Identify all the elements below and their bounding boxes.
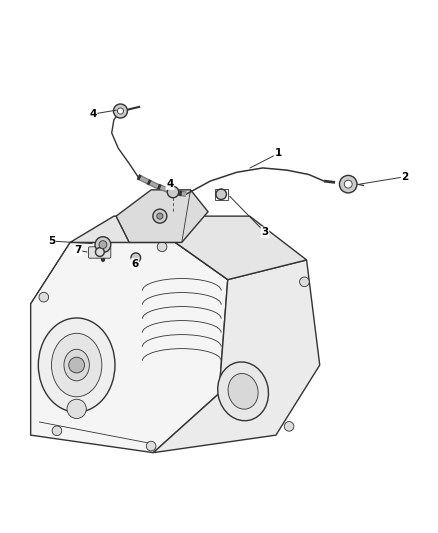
Circle shape	[157, 242, 167, 252]
FancyBboxPatch shape	[88, 247, 111, 258]
Circle shape	[300, 277, 309, 287]
Ellipse shape	[218, 362, 268, 421]
Text: 3: 3	[261, 228, 268, 237]
Circle shape	[39, 292, 49, 302]
Polygon shape	[116, 190, 208, 243]
Circle shape	[117, 108, 124, 114]
Circle shape	[131, 253, 141, 263]
Ellipse shape	[228, 374, 258, 409]
Circle shape	[216, 189, 226, 199]
Text: 4: 4	[89, 109, 96, 119]
Circle shape	[339, 175, 357, 193]
Text: 4: 4	[166, 179, 173, 189]
Circle shape	[95, 248, 104, 256]
Text: 7: 7	[74, 245, 81, 255]
Circle shape	[284, 422, 294, 431]
Circle shape	[67, 399, 86, 418]
Polygon shape	[31, 243, 228, 453]
Text: 5: 5	[48, 236, 55, 246]
Circle shape	[69, 357, 85, 373]
Circle shape	[99, 241, 107, 248]
Ellipse shape	[64, 349, 89, 381]
Text: 2: 2	[402, 172, 409, 182]
Circle shape	[167, 187, 179, 198]
Circle shape	[52, 426, 62, 435]
Ellipse shape	[51, 333, 102, 397]
Ellipse shape	[38, 318, 115, 412]
Circle shape	[153, 209, 167, 223]
Circle shape	[113, 104, 127, 118]
Polygon shape	[153, 260, 320, 453]
Text: 1: 1	[275, 149, 282, 158]
Circle shape	[344, 180, 352, 188]
Circle shape	[146, 441, 156, 451]
Polygon shape	[70, 216, 307, 280]
Circle shape	[157, 213, 163, 219]
Circle shape	[95, 237, 111, 253]
Text: 6: 6	[131, 259, 138, 269]
